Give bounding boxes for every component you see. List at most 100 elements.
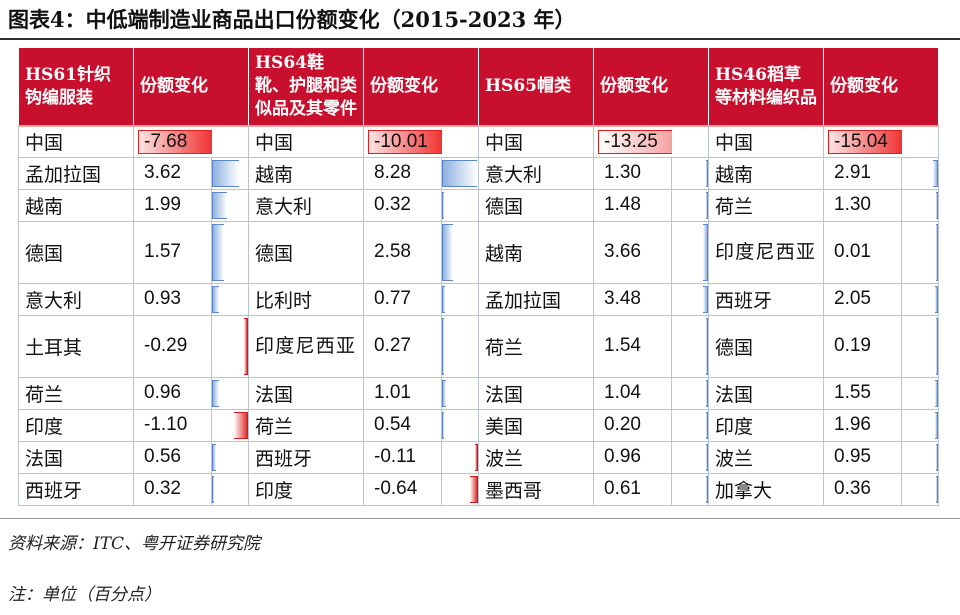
country-cell: 墨西哥 (478, 472, 594, 506)
share-value: 0.27 (374, 335, 411, 356)
col-header-category: HS64鞋靴、护腿和类似品及其零件 (248, 47, 364, 127)
share-value-cell: 1.04 (593, 376, 672, 410)
share-value-cell: 0.56 (133, 440, 212, 474)
share-value: 0.96 (144, 382, 181, 403)
country-cell: 越南 (248, 156, 364, 190)
figure-title: 图表4：中低端制造业商品出口份额变化（2015-2023 年） (8, 7, 576, 32)
negative-highlight-bar (828, 129, 902, 154)
data-bar-cell (211, 156, 249, 190)
share-value: 0.54 (374, 414, 411, 435)
positive-data-bar (703, 285, 708, 313)
share-value: 1.48 (604, 194, 641, 215)
col-header-category: HS46稻草等材料编织品 (708, 47, 824, 127)
table-row: 土耳其 -0.29 印度尼西亚 0.27 荷兰 1.54 德国 0.19 (18, 314, 939, 378)
positive-data-bar (706, 317, 708, 375)
share-value: 1.30 (604, 162, 641, 183)
data-bar-cell (671, 220, 709, 284)
share-value-cell: -10.01 (363, 125, 442, 158)
share-value-cell: 1.55 (823, 376, 902, 410)
country-cell: 印度 (708, 408, 824, 442)
positive-data-bar (706, 191, 708, 219)
table-row: 印度 -1.10 荷兰 0.54 美国 0.20 印度 1.96 (18, 408, 939, 442)
share-value-cell: -0.11 (363, 440, 442, 474)
data-bar-cell (671, 440, 709, 474)
table-row: 荷兰 0.96 法国 1.01 法国 1.04 法国 1.55 (18, 376, 939, 410)
share-value-cell: 0.96 (133, 376, 212, 410)
data-bar-cell (211, 314, 249, 378)
share-value-cell: 8.28 (363, 156, 442, 190)
data-bar-cell (901, 188, 939, 222)
share-value: 0.56 (144, 446, 181, 467)
positive-data-bar (442, 159, 477, 187)
country-cell: 孟加拉国 (18, 156, 134, 190)
share-value-cell: 0.32 (133, 472, 212, 506)
positive-data-bar (936, 317, 938, 375)
data-bar-cell (671, 314, 709, 378)
negative-data-bar (470, 475, 478, 503)
source-rule (0, 518, 960, 519)
data-bar-cell (901, 282, 939, 316)
country-cell: 法国 (708, 376, 824, 410)
data-bar-cell (441, 220, 479, 284)
positive-data-bar (706, 475, 708, 503)
share-value: 2.58 (374, 241, 411, 262)
country-cell: 荷兰 (478, 314, 594, 378)
positive-data-bar (936, 191, 938, 219)
share-value-cell: 0.96 (593, 440, 672, 474)
negative-data-bar (234, 411, 248, 439)
table-row: 中国 -7.68 中国 -10.01 中国 -13.25 中国 -15.04 (18, 125, 939, 158)
share-value: -0.29 (144, 335, 188, 356)
share-value: 0.96 (604, 446, 641, 467)
positive-data-bar (442, 285, 445, 313)
country-cell: 越南 (478, 220, 594, 284)
positive-data-bar (706, 159, 708, 187)
country-cell: 波兰 (708, 440, 824, 474)
negative-data-bar (244, 317, 248, 375)
positive-data-bar (212, 443, 216, 471)
share-value: 0.01 (834, 241, 871, 262)
country-cell: 比利时 (248, 282, 364, 316)
positive-data-bar (935, 411, 938, 439)
positive-data-bar (212, 475, 214, 503)
share-value: -0.64 (374, 478, 418, 499)
country-cell: 德国 (248, 220, 364, 284)
table-row: 德国 1.57 德国 2.58 越南 3.66 印度尼西亚 0.01 (18, 220, 939, 284)
positive-data-bar (442, 191, 444, 219)
share-value: 0.19 (834, 335, 871, 356)
country-cell: 印度 (18, 408, 134, 442)
negative-highlight-bar (598, 129, 672, 154)
share-value: 1.99 (144, 194, 181, 215)
positive-data-bar (706, 411, 708, 439)
negative-data-bar (475, 443, 478, 471)
data-bar-cell (901, 220, 939, 284)
data-bar-cell (901, 156, 939, 190)
share-value-cell: 2.05 (823, 282, 902, 316)
table-row: 孟加拉国 3.62 越南 8.28 意大利 1.30 越南 2.91 (18, 156, 939, 190)
share-value-cell: 0.27 (363, 314, 442, 378)
share-value-cell: 0.54 (363, 408, 442, 442)
share-value-cell: 2.91 (823, 156, 902, 190)
positive-data-bar (935, 379, 938, 407)
country-cell: 西班牙 (248, 440, 364, 474)
share-value-cell: -0.29 (133, 314, 212, 378)
country-cell: 德国 (708, 314, 824, 378)
share-value: 0.95 (834, 446, 871, 467)
share-value-cell: -0.64 (363, 472, 442, 506)
country-cell: 印度尼西亚 (248, 314, 364, 378)
share-value-cell: 0.32 (363, 188, 442, 222)
country-cell: 意大利 (18, 282, 134, 316)
col-header-category: HS65帽类 (478, 47, 594, 127)
data-bar-cell (901, 125, 939, 158)
country-cell: 波兰 (478, 440, 594, 474)
share-value-cell: 1.54 (593, 314, 672, 378)
share-value-cell: 0.61 (593, 472, 672, 506)
data-bar-cell (211, 376, 249, 410)
share-value-cell: 2.58 (363, 220, 442, 284)
share-value: 0.93 (144, 288, 181, 309)
share-value-cell: 1.48 (593, 188, 672, 222)
share-value: 0.32 (144, 478, 181, 499)
data-bar-cell (901, 472, 939, 506)
data-bar-cell (211, 220, 249, 284)
country-cell: 中国 (248, 125, 364, 158)
share-value-cell: 1.57 (133, 220, 212, 284)
